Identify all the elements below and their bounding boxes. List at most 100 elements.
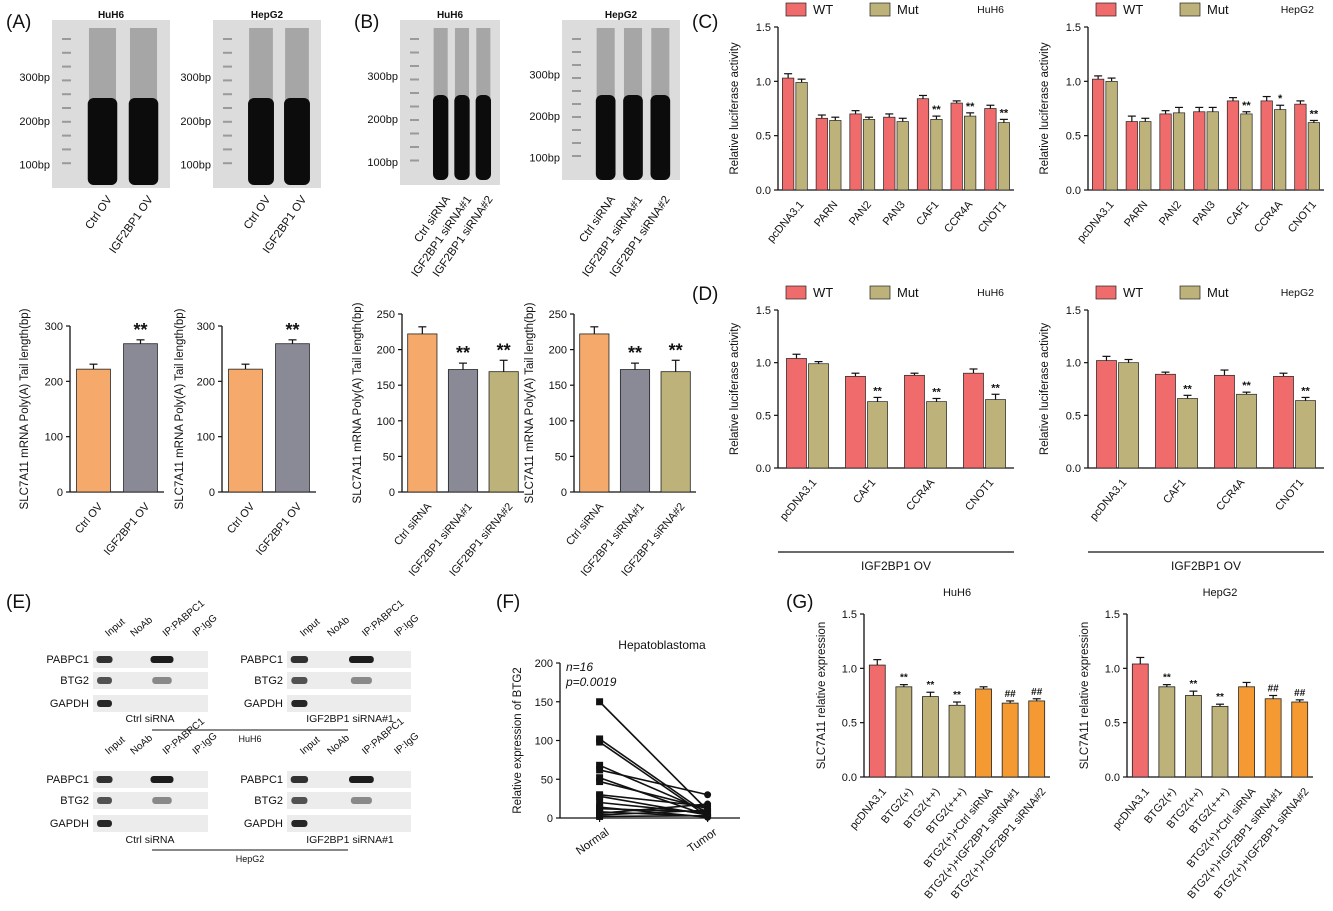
significance-mark: ** [1301,385,1310,397]
x-tick-label: CNOT1 [976,199,1009,235]
blot-row-label: PABPC1 [46,654,89,666]
legend-swatch [1095,285,1117,300]
significance-mark: ## [1268,684,1280,695]
bar [1131,663,1149,778]
size-marker: 200bp [367,114,398,126]
bar [447,369,479,493]
bar [660,371,691,493]
ladder-band [410,38,419,40]
ladder-band [572,103,581,105]
gel-title: HuH6 [437,10,464,21]
x-tick-label: PARN [812,199,840,230]
ladder-band [223,120,232,123]
blot-band [96,776,113,783]
x-tick-label: PAN2 [847,199,874,228]
blot-band [291,677,308,684]
significance-mark: ## [1031,687,1043,698]
x-tick-label: Ctrl siRNA [564,500,607,548]
significance-mark: ** [133,320,147,340]
blot-band [152,677,172,684]
ladder-band [62,134,71,137]
bar [1118,362,1139,469]
pair-line [599,776,708,817]
bar [895,686,913,778]
chart-C2: 0.0 0.5 1.0 1.5 Relative luciferase activity… [1039,2,1324,245]
x-tick-label: Ctrl OV [73,500,106,536]
blot-strip [287,792,411,809]
chart-subtitle: HuH6 [977,287,1004,299]
x-tick-label: CNOT1 [963,477,996,513]
significance-mark: ** [669,340,683,360]
y-axis-label: SLC7A11 relative expression [816,622,828,769]
legend-swatch [869,2,891,17]
significance-mark: ## [1294,688,1306,699]
blot-band [150,656,174,663]
bar [1155,373,1176,469]
significance-mark: ** [1163,673,1171,684]
panel-letter: (B) [354,12,379,33]
blot-column-label: Input [103,616,127,639]
legend-label: WT [813,285,833,300]
bar [1158,686,1176,778]
bar [985,399,1006,469]
panel-letter: (D) [692,284,718,305]
ladder-band [572,64,581,66]
blot-row-label: BTG2 [60,795,89,807]
gel-title: HepG2 [251,10,284,21]
bar [1260,100,1273,191]
y-tick-label: 1.0 [1066,76,1081,88]
ladder-band [223,162,232,165]
ladder-band [223,148,232,151]
blot-group-label: IGF2BP1 siRNA#1 [306,713,394,725]
y-tick-label: 0.5 [1066,131,1081,143]
normal-point [596,799,604,806]
stat-n: n=16 [566,660,593,674]
ladder-band [410,78,419,81]
lane-band [623,95,643,180]
y-axis-label: Relative luciferase activity [729,42,741,175]
blot-column-label: NoAb [129,615,156,640]
chart-D1: 0.0 0.5 1.0 1.5 Relative luciferase activity… [729,285,1014,573]
bar [1211,705,1229,778]
y-tick-label: 0 [547,813,553,825]
panel-letter: (G) [786,592,813,613]
lane-band [454,95,470,180]
y-tick-label: 1.0 [842,663,857,675]
legend-swatch [785,2,807,17]
blot-group-label: IGF2BP1 siRNA#1 [306,834,394,846]
bar [922,696,939,778]
legend-swatch [869,285,891,300]
y-tick-label: 1.5 [1066,305,1081,317]
lane-band [128,98,159,185]
x-tick-label: PAN2 [1157,199,1184,228]
size-marker: 100bp [19,159,50,171]
blot-band [97,797,112,804]
cell-line-label: HepG2 [236,854,265,864]
x-tick-label: CAF1 [914,199,941,228]
y-tick-label: 1.5 [1066,22,1081,34]
bar [619,369,651,493]
size-marker: 200bp [19,116,50,128]
bar [1139,121,1152,191]
y-tick-label: 150 [535,697,553,709]
y-tick-label: 1.0 [1066,358,1081,370]
y-axis-label: SLC7A11 mRNA Poly(A) Tail length(bp) [174,308,186,509]
tumor-point [704,812,712,820]
blot-strip [287,672,411,689]
pair-line [599,793,708,808]
pair-line [599,809,708,816]
y-tick-label: 150 [549,380,567,392]
size-marker: 100bp [367,157,398,169]
bar [849,113,862,191]
bar [1185,695,1202,778]
bar [1177,398,1198,469]
ladder-band [62,93,71,96]
bar [786,358,807,469]
bar [964,115,977,191]
significance-mark: ** [932,104,941,116]
size-marker: 200bp [529,111,560,123]
y-tick-label: 50 [383,451,395,463]
